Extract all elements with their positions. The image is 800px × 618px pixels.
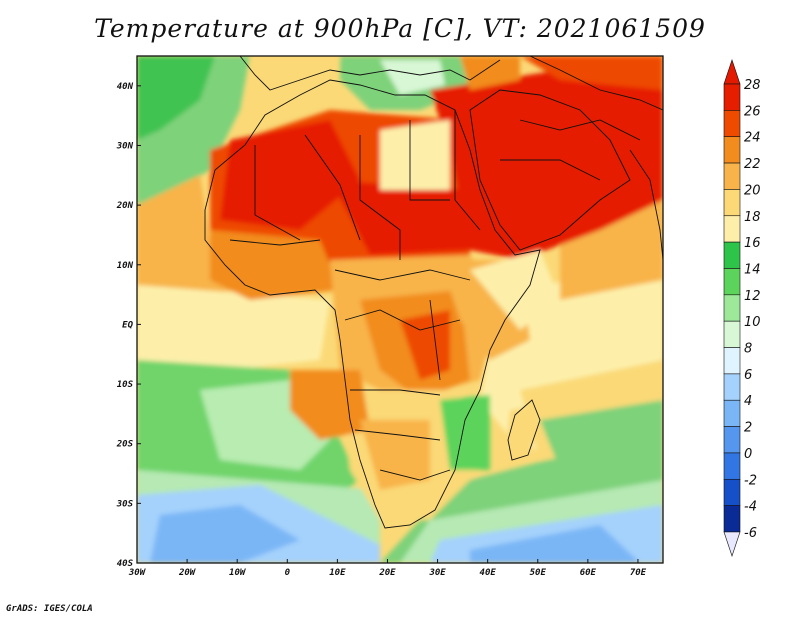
colorbar-label: 24 <box>744 131 761 146</box>
colorbar-label: -6 <box>744 526 757 541</box>
lon-tick-label: 70E <box>630 568 647 578</box>
colorbar-label: 18 <box>744 210 761 225</box>
colorbar-swatch <box>723 189 741 217</box>
lon-tick-label: 50E <box>530 568 547 578</box>
colorbar-label: 20 <box>744 183 761 198</box>
colorbar-label: 2 <box>744 421 752 436</box>
colorbar-swatch <box>723 452 741 480</box>
lon-tick-label: 30W <box>128 568 147 578</box>
colorbar-swatch <box>723 268 741 296</box>
colorbar-min-arrow <box>723 531 741 557</box>
colorbar-label: 22 <box>744 157 761 172</box>
lat-tick-label: 20S <box>116 440 134 450</box>
colorbar-label: 0 <box>744 447 752 462</box>
colorbar-label: 14 <box>744 262 761 277</box>
coastlines <box>204 56 663 529</box>
colorbar-swatch <box>723 320 741 348</box>
lat-tick-label: 30N <box>116 141 134 151</box>
lon-tick-label: 10E <box>329 568 346 578</box>
colorbar-label: -4 <box>744 500 757 515</box>
lat-tick-label: 10S <box>117 380 134 390</box>
colorbar-swatch <box>723 162 741 190</box>
colorbar-label: 28 <box>744 78 761 93</box>
colorbar-swatch <box>723 347 741 375</box>
colorbar-label: 16 <box>744 236 761 251</box>
colorbar-label: 12 <box>744 289 761 304</box>
colorbar-max-arrow <box>723 59 741 85</box>
lat-tick-label: 30S <box>116 499 134 509</box>
lat-tick-label: EQ <box>122 320 133 330</box>
lon-tick-label: 60E <box>580 568 597 578</box>
lon-tick-label: 40E <box>480 568 497 578</box>
colorbar-swatch <box>723 399 741 427</box>
lat-tick-label: 20N <box>116 201 134 211</box>
lat-tick-label: 40N <box>117 82 134 92</box>
lon-tick-label: 30E <box>428 568 446 578</box>
colorbar-swatch <box>723 241 741 269</box>
lat-tick-label: 40S <box>117 559 134 569</box>
colorbar-label: -2 <box>744 473 757 488</box>
colorbar-swatch <box>723 373 741 401</box>
colorbar-swatch <box>723 136 741 164</box>
colorbar-label: 8 <box>744 342 752 357</box>
colorbar-swatch <box>723 215 741 243</box>
lon-tick-label: 20W <box>178 568 197 578</box>
colorbar-swatch <box>723 505 741 533</box>
lon-tick-label: 10W <box>229 568 247 578</box>
colorbar-swatch <box>723 478 741 506</box>
colorbar-label: 10 <box>744 315 761 330</box>
lon-tick-label: 20E <box>378 568 396 578</box>
plot-frame <box>136 55 664 564</box>
colorbar-swatch <box>723 294 741 322</box>
colorbar-swatch <box>723 83 741 111</box>
colorbar-swatch <box>723 426 741 454</box>
colorbar-label: 6 <box>744 368 752 383</box>
colorbar-swatch <box>723 110 741 138</box>
colorbar-label: 26 <box>744 104 761 119</box>
lon-tick-label: 0 <box>285 568 291 578</box>
colorbar-label: 4 <box>744 394 752 409</box>
grads-credit: GrADS: IGES/COLA <box>6 604 93 614</box>
lat-tick-label: 10N <box>117 261 134 271</box>
map-title: Temperature at 900hPa [C], VT: 202106150… <box>94 14 706 43</box>
longitude-ticks: 30W 20W 10W 0 10E 20E 30E 40E 50E 60E 70E <box>128 559 647 578</box>
temperature-field <box>137 56 663 563</box>
latitude-ticks: 40N 30N 20N 10N EQ 10S 20S 30S 40S <box>116 82 141 569</box>
